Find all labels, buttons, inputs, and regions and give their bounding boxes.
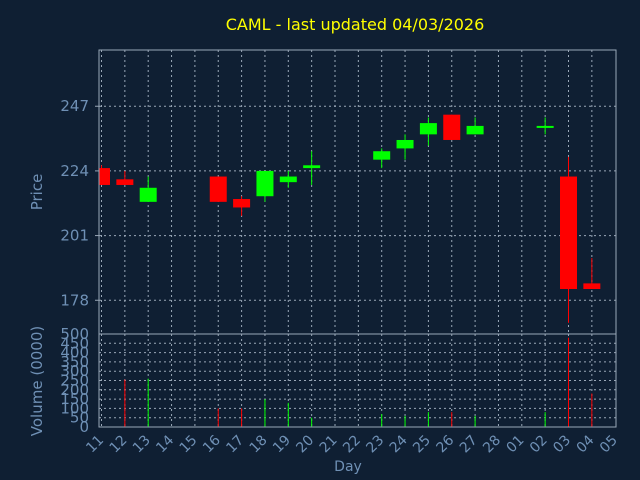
candle-body — [419, 123, 437, 135]
x-tick-label: 27 — [457, 432, 481, 456]
volume-tick-label: 250 — [60, 372, 89, 390]
chart-title: CAML - last updated 04/03/2026 — [226, 15, 485, 34]
candle — [583, 258, 601, 290]
candle-body — [303, 165, 321, 169]
x-tick-label: 16 — [200, 432, 224, 456]
price-y-ticks: 178 201 224 247 — [60, 97, 99, 309]
volume-tick-label: 0 — [79, 418, 89, 436]
candle-body — [99, 168, 110, 185]
volume-bars — [124, 337, 593, 427]
x-tick-label: 25 — [410, 432, 434, 456]
volume-tick-label: 350 — [60, 353, 89, 371]
candle — [443, 114, 461, 140]
candle-body — [373, 151, 391, 160]
x-tick-label: 24 — [387, 432, 411, 456]
price-grid — [99, 50, 616, 334]
volume-tick-label: 300 — [60, 362, 89, 380]
x-tick-label: 26 — [433, 432, 457, 456]
candle-body — [466, 125, 484, 135]
x-tick-label: 15 — [177, 432, 201, 456]
price-tick-label: 224 — [60, 162, 89, 180]
candle — [99, 165, 110, 185]
candle-body — [233, 199, 251, 208]
x-tick-label: 02 — [527, 432, 551, 456]
candle-body — [209, 176, 227, 202]
x-tick-label: 05 — [597, 432, 621, 456]
volume-axis-label: Volume (0000) — [28, 326, 46, 436]
candle-body — [583, 283, 601, 290]
candle-body — [443, 114, 461, 140]
volume-tick-label: 400 — [60, 344, 89, 362]
x-tick-label: 23 — [363, 432, 387, 456]
volume-tick-label: 50 — [70, 409, 89, 427]
x-ticks: 11 12 13 14 15 16 17 18 19 20 21 22 23 24 25 26 27 28 01 02… — [83, 432, 621, 456]
x-tick-label: 13 — [130, 432, 154, 456]
candle — [279, 170, 297, 188]
volume-tick-label: 150 — [60, 390, 89, 408]
price-tick-label: 178 — [60, 291, 89, 309]
price-tick-label: 247 — [60, 97, 89, 115]
candle-body — [279, 176, 297, 183]
x-tick-label: 17 — [223, 432, 247, 456]
candle — [466, 117, 484, 135]
price-axis-label: Price — [28, 174, 46, 211]
candle — [373, 148, 391, 169]
candle — [209, 176, 227, 202]
candle-body — [116, 179, 134, 185]
x-tick-label: 03 — [550, 432, 574, 456]
x-tick-label: 21 — [317, 432, 341, 456]
x-tick-label: 01 — [504, 432, 528, 456]
x-tick-label: 19 — [270, 432, 294, 456]
price-panel-frame — [98, 49, 617, 335]
volume-grid — [99, 333, 616, 428]
candle — [139, 176, 157, 202]
price-tick-label: 201 — [60, 227, 89, 245]
candle — [396, 134, 414, 160]
x-tick-label: 14 — [153, 432, 177, 456]
price-candles — [99, 114, 601, 323]
x-tick-label: 20 — [293, 432, 317, 456]
candle-body — [536, 125, 554, 128]
x-tick-label: 22 — [340, 432, 364, 456]
volume-tick-label: 100 — [60, 399, 89, 417]
x-tick-label: 28 — [480, 432, 504, 456]
candle — [536, 117, 554, 135]
candle-body — [139, 187, 157, 202]
volume-tick-label: 200 — [60, 381, 89, 399]
volume-panel-frame — [98, 333, 617, 428]
x-tick-label: 12 — [107, 432, 131, 456]
x-axis-label: Day — [334, 459, 362, 475]
x-tick-label: 18 — [247, 432, 271, 456]
candle — [560, 156, 577, 323]
volume-tick-label: 450 — [60, 334, 89, 352]
candle — [233, 196, 251, 216]
candle — [419, 117, 437, 146]
candle-body — [560, 176, 577, 290]
volume-tick-label: 500 — [60, 325, 89, 343]
candle-body — [256, 170, 274, 197]
candle — [256, 170, 274, 202]
candle — [116, 170, 134, 185]
candle-body — [396, 139, 414, 149]
x-tick-label: 04 — [574, 432, 598, 456]
candle — [303, 151, 321, 185]
